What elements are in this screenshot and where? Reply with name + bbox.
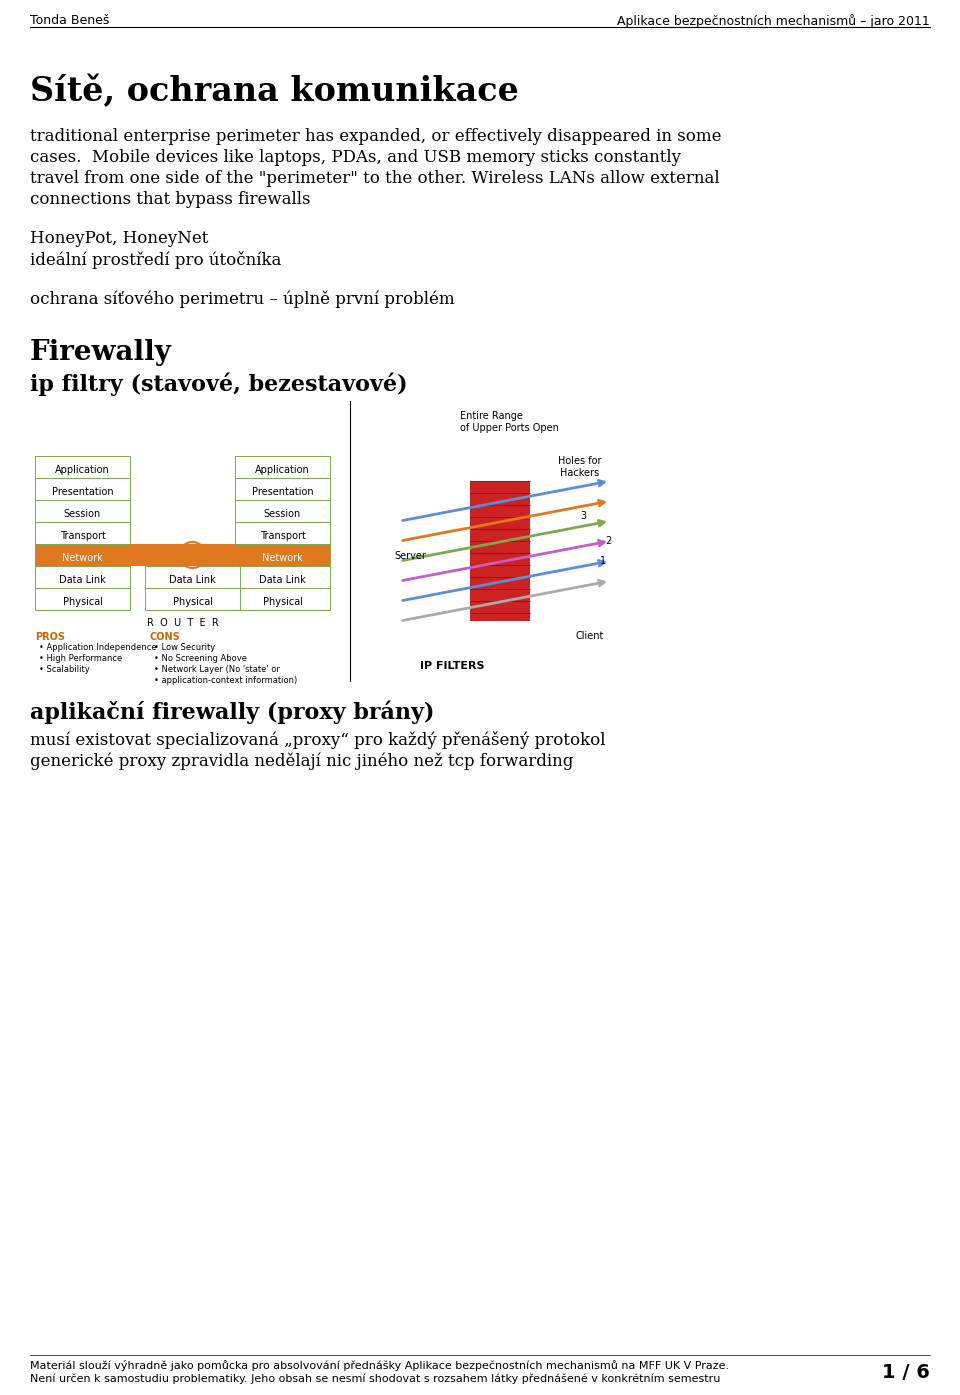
- Text: CONS: CONS: [150, 632, 180, 642]
- Text: Session: Session: [64, 509, 101, 519]
- Text: Entire Range
of Upper Ports Open: Entire Range of Upper Ports Open: [460, 412, 559, 432]
- Text: Není určen k samostudiu problematiky. Jeho obsah se nesmí shodovat s rozsahem lá: Není určen k samostudiu problematiky. Je…: [30, 1374, 720, 1384]
- Text: Client: Client: [576, 631, 604, 640]
- Text: traditional enterprise perimeter has expanded, or effectively disappeared in som: traditional enterprise perimeter has exp…: [30, 128, 722, 145]
- Text: Data Link: Data Link: [169, 575, 216, 585]
- Bar: [35, 544, 130, 566]
- Text: PROS: PROS: [35, 632, 65, 642]
- Bar: [235, 589, 330, 610]
- Bar: [35, 566, 130, 589]
- Circle shape: [180, 543, 205, 568]
- Bar: [145, 566, 240, 589]
- Bar: [235, 544, 330, 566]
- Text: • application-context information): • application-context information): [154, 677, 298, 685]
- Text: Tonda Beneš: Tonda Beneš: [30, 14, 109, 27]
- Text: • Low Security: • Low Security: [154, 643, 215, 651]
- Text: Server: Server: [394, 551, 426, 561]
- Text: Aplikace bezpečnostních mechanismů – jaro 2011: Aplikace bezpečnostních mechanismů – jar…: [617, 14, 930, 28]
- Text: Data Link: Data Link: [259, 575, 306, 585]
- Text: Holes for
Hackers: Holes for Hackers: [559, 456, 602, 477]
- Bar: [35, 499, 130, 522]
- Text: generické proxy zpravidla nedělají nic jiného než tcp forwarding: generické proxy zpravidla nedělají nic j…: [30, 752, 573, 770]
- Bar: [235, 522, 330, 544]
- Text: Transport: Transport: [60, 531, 106, 541]
- Bar: [145, 589, 240, 610]
- Bar: [235, 499, 330, 522]
- Text: • Network Layer (No 'state' or: • Network Layer (No 'state' or: [154, 665, 280, 674]
- Text: Firewally: Firewally: [30, 339, 172, 365]
- Text: Application: Application: [55, 465, 109, 476]
- Text: 3: 3: [580, 511, 587, 520]
- Text: Network: Network: [262, 552, 302, 564]
- Text: Network: Network: [62, 552, 103, 564]
- Text: Data Link: Data Link: [60, 575, 106, 585]
- Bar: [35, 456, 130, 478]
- Text: Physical: Physical: [62, 597, 103, 607]
- Text: Session: Session: [264, 509, 301, 519]
- Text: R  O  U  T  E  R: R O U T E R: [147, 618, 218, 628]
- Text: Physical: Physical: [173, 597, 212, 607]
- Text: HoneyPot, HoneyNet: HoneyPot, HoneyNet: [30, 230, 208, 247]
- Text: • Scalability: • Scalability: [39, 665, 89, 674]
- Text: Application: Application: [255, 465, 310, 476]
- Text: Transport: Transport: [259, 531, 305, 541]
- Text: 2: 2: [605, 536, 612, 545]
- Text: • High Performance: • High Performance: [39, 654, 122, 663]
- Text: 1: 1: [600, 557, 606, 566]
- Text: aplikační firewally (proxy brány): aplikační firewally (proxy brány): [30, 702, 435, 724]
- Text: ochrana síťového perimetru – úplně první problém: ochrana síťového perimetru – úplně první…: [30, 290, 455, 307]
- Bar: [130, 544, 235, 566]
- Bar: [470, 481, 530, 621]
- Text: Materiál slouží výhradně jako pomůcka pro absolvování přednášky Aplikace bezpečn: Materiál slouží výhradně jako pomůcka pr…: [30, 1360, 730, 1371]
- Bar: [35, 522, 130, 544]
- Text: travel from one side of the "perimeter" to the other. Wireless LANs allow extern: travel from one side of the "perimeter" …: [30, 170, 720, 187]
- Text: IP FILTERS: IP FILTERS: [420, 661, 485, 671]
- Text: 1 / 6: 1 / 6: [882, 1363, 930, 1382]
- Text: Presentation: Presentation: [52, 487, 113, 497]
- Bar: [235, 456, 330, 478]
- Bar: [35, 478, 130, 499]
- Text: Sítě, ochrana komunikace: Sítě, ochrana komunikace: [30, 75, 518, 109]
- Text: • Application Independence: • Application Independence: [39, 643, 156, 651]
- Text: • No Screening Above: • No Screening Above: [154, 654, 247, 663]
- Text: connections that bypass firewalls: connections that bypass firewalls: [30, 191, 310, 208]
- Text: ip filtry (stavové, bezestavové): ip filtry (stavové, bezestavové): [30, 372, 408, 396]
- Bar: [235, 478, 330, 499]
- Text: Presentation: Presentation: [252, 487, 313, 497]
- Bar: [235, 566, 330, 589]
- Text: cases.  Mobile devices like laptops, PDAs, and USB memory sticks constantly: cases. Mobile devices like laptops, PDAs…: [30, 149, 681, 166]
- Text: musí existovat specializovaná „proxy“ pro každý přenášený protokol: musí existovat specializovaná „proxy“ pr…: [30, 731, 606, 749]
- Text: Physical: Physical: [262, 597, 302, 607]
- Bar: [35, 589, 130, 610]
- Text: ideální prostředí pro útočníka: ideální prostředí pro útočníka: [30, 251, 281, 269]
